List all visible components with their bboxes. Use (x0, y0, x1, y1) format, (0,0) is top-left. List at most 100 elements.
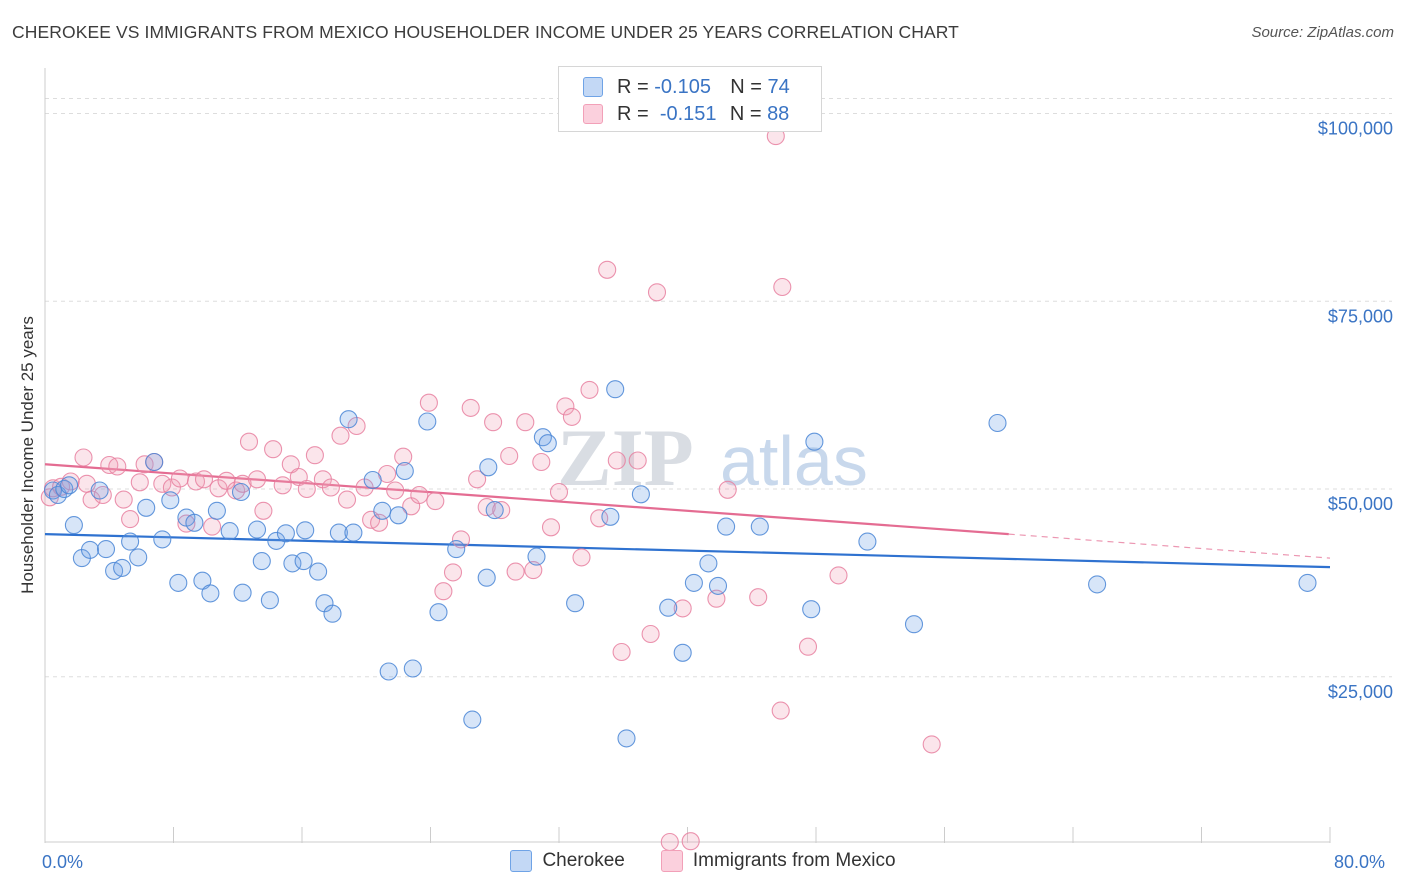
n-label: N = (729, 102, 762, 125)
data-points (40, 127, 1317, 852)
mexico-point (598, 260, 617, 279)
y-tick-labels: $25,000 $50,000 $75,000 $100,000 (1318, 119, 1393, 702)
legend-label: Cherokee (542, 850, 625, 871)
mexico-point (130, 473, 149, 492)
mexico-point (394, 447, 413, 466)
cherokee-point (231, 482, 251, 502)
mexico-point (451, 530, 471, 549)
watermark-atlas: atlas (720, 422, 868, 500)
cherokee-point (673, 643, 692, 662)
mexico-point (410, 485, 429, 505)
axes (44, 68, 1331, 843)
cherokee-point (145, 452, 164, 472)
mexico-point (484, 413, 503, 432)
mexico-point (607, 451, 626, 470)
cherokee-point (60, 476, 79, 495)
cherokee-point (699, 554, 718, 573)
cherokee-point (659, 598, 678, 617)
x-tick-min: 0.0% (42, 852, 84, 872)
cherokee-point (395, 461, 414, 481)
mexico-point (749, 588, 768, 607)
cherokee-point (684, 573, 703, 592)
cherokee-point (988, 413, 1007, 433)
mexico-point (170, 469, 189, 488)
mexico-point (74, 448, 93, 467)
mexico-point (239, 432, 259, 451)
mexico-point (273, 476, 292, 495)
cherokee-point (363, 470, 382, 490)
cherokee-point (485, 501, 504, 520)
cherokee-point (121, 532, 140, 551)
cherokee-point (344, 523, 363, 542)
y-tick-label: $100,000 (1318, 119, 1393, 139)
mexico-point (660, 832, 679, 852)
cherokee-point (64, 516, 83, 535)
mexico-trend-extension (1008, 533, 1331, 559)
mexico-point (419, 393, 438, 412)
mexico-point (773, 277, 792, 297)
cherokee-point (805, 432, 824, 451)
series-legend: Cherokee Immigrants from Mexico (0, 850, 1406, 872)
cherokee-point (260, 591, 279, 610)
mexico-point (549, 482, 569, 502)
cherokee-point (403, 659, 422, 678)
cherokee-point (527, 547, 546, 566)
r-value: -0.151 (659, 102, 717, 125)
cherokee-point (418, 412, 437, 431)
cherokee-point (533, 428, 552, 447)
trend-lines (44, 463, 1331, 569)
watermark-zip: ZIP (557, 412, 694, 503)
mexico-point (580, 380, 599, 399)
mexico-point (305, 446, 324, 465)
cherokee-point (379, 662, 398, 681)
cherokee-point (617, 729, 636, 748)
cherokee-point (309, 562, 328, 581)
cherokee-point (276, 524, 295, 543)
mexico-point (771, 701, 790, 720)
cherokee-point (447, 540, 466, 559)
mexico-point (468, 470, 487, 489)
mexico-point (247, 470, 267, 489)
cherokee-point (606, 380, 625, 399)
cherokee-point (708, 576, 728, 595)
cherokee-point (161, 491, 180, 510)
cherokee-point (169, 573, 188, 592)
cherokee-point (267, 531, 286, 550)
cherokee-point (631, 485, 650, 504)
cherokee-point (113, 558, 132, 577)
mexico-point (434, 582, 453, 601)
n-value: 74 (767, 75, 790, 98)
mexico-trend-line (44, 463, 1009, 536)
legend-item-cherokee: Cherokee (510, 850, 625, 872)
mexico-point (443, 563, 463, 582)
y-axis-label: Householder Income Under 25 years (18, 316, 37, 594)
mexico-point (562, 407, 581, 426)
mexico-point (114, 490, 133, 509)
cherokee-point (463, 710, 482, 729)
cherokee-point (750, 517, 769, 536)
mexico-point (264, 440, 283, 459)
mexico-point (426, 492, 445, 511)
mexico-point (297, 479, 316, 499)
mexico-point (673, 599, 692, 618)
mexico-point (647, 283, 667, 302)
cherokee-point (96, 540, 116, 559)
cherokee-point (252, 552, 271, 571)
cherokee-point (802, 600, 821, 619)
mexico-point (203, 517, 222, 536)
cherokee-point (1088, 575, 1107, 594)
n-value: 88 (767, 102, 790, 125)
mexico-point (612, 642, 631, 662)
mexico-swatch (660, 850, 683, 872)
cherokee-point (323, 604, 342, 623)
x-tick-max: 80.0% (1334, 852, 1386, 872)
mexico-point (194, 470, 214, 489)
cherokee-swatch (510, 850, 533, 872)
cherokee-point (90, 481, 109, 500)
cherokee-point (339, 410, 358, 429)
legend-row-cherokee: R = -0.105 N = 74 (583, 75, 790, 99)
mexico-point (524, 561, 543, 580)
mexico-point (541, 518, 561, 537)
cherokee-point (247, 520, 267, 539)
mexico-point (321, 478, 340, 497)
